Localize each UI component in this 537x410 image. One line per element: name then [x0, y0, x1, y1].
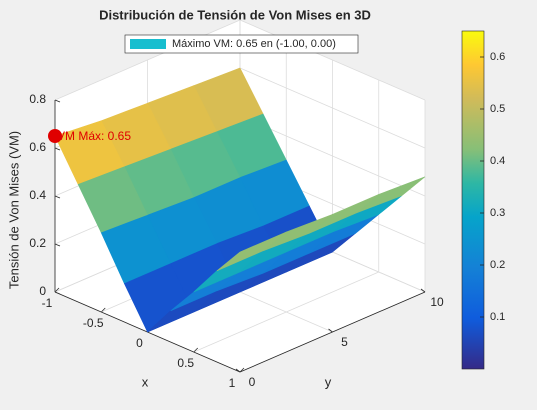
colorbar-tick-label: 0.4 — [490, 155, 505, 167]
x-tick-label: 0.5 — [177, 356, 194, 370]
colorbar-tick-label: 0.6 — [490, 51, 505, 63]
x-tick — [54, 287, 60, 293]
legend-swatch — [130, 39, 166, 49]
z-tick-label: 0 — [39, 284, 46, 298]
colorbar — [461, 30, 485, 370]
y-tick — [420, 288, 426, 293]
y-tick-label: 0 — [249, 375, 256, 389]
z-tick — [54, 195, 61, 199]
chart-title: Distribución de Tensión de Von Mises en … — [99, 7, 371, 22]
x-axis-label: x — [142, 374, 149, 389]
surface-patch — [216, 231, 287, 272]
z-tick-label: 0.8 — [29, 92, 46, 106]
colorbar-tick-label: 0.2 — [490, 259, 505, 271]
x-tick-label: 1 — [229, 376, 236, 390]
z-tick — [54, 243, 61, 247]
colorbar-tick-label: 0.3 — [490, 207, 505, 219]
x-tick-label: -0.5 — [83, 316, 104, 330]
y-tick-label: 10 — [430, 295, 444, 309]
x-tick — [193, 347, 199, 353]
z-tick-label: 0.2 — [29, 236, 46, 250]
z-tick-label: 0.6 — [29, 140, 46, 154]
z-tick — [54, 147, 61, 151]
z-tick — [54, 99, 61, 103]
x-tick-label: -1 — [42, 296, 53, 310]
z-axis-label: Tensión de Von Mises (VM) — [6, 131, 21, 289]
legend-box — [124, 34, 359, 54]
x-tick-label: 0 — [136, 336, 143, 350]
y-axis — [239, 291, 426, 373]
z-tick-label: 0.4 — [29, 188, 46, 202]
colorbar-tick-label: 0.1 — [490, 311, 505, 323]
max-annotation: VM Máx: 0.65 — [57, 129, 131, 143]
x-tick — [100, 307, 106, 313]
legend-label: Máximo VM: 0.65 en (-1.00, 0.00) — [172, 38, 336, 50]
y-tick-label: 5 — [341, 335, 348, 349]
y-axis-label: y — [325, 374, 332, 389]
y-tick — [328, 328, 333, 333]
colorbar-tick-label: 0.5 — [490, 103, 505, 115]
max-marker — [48, 129, 62, 143]
